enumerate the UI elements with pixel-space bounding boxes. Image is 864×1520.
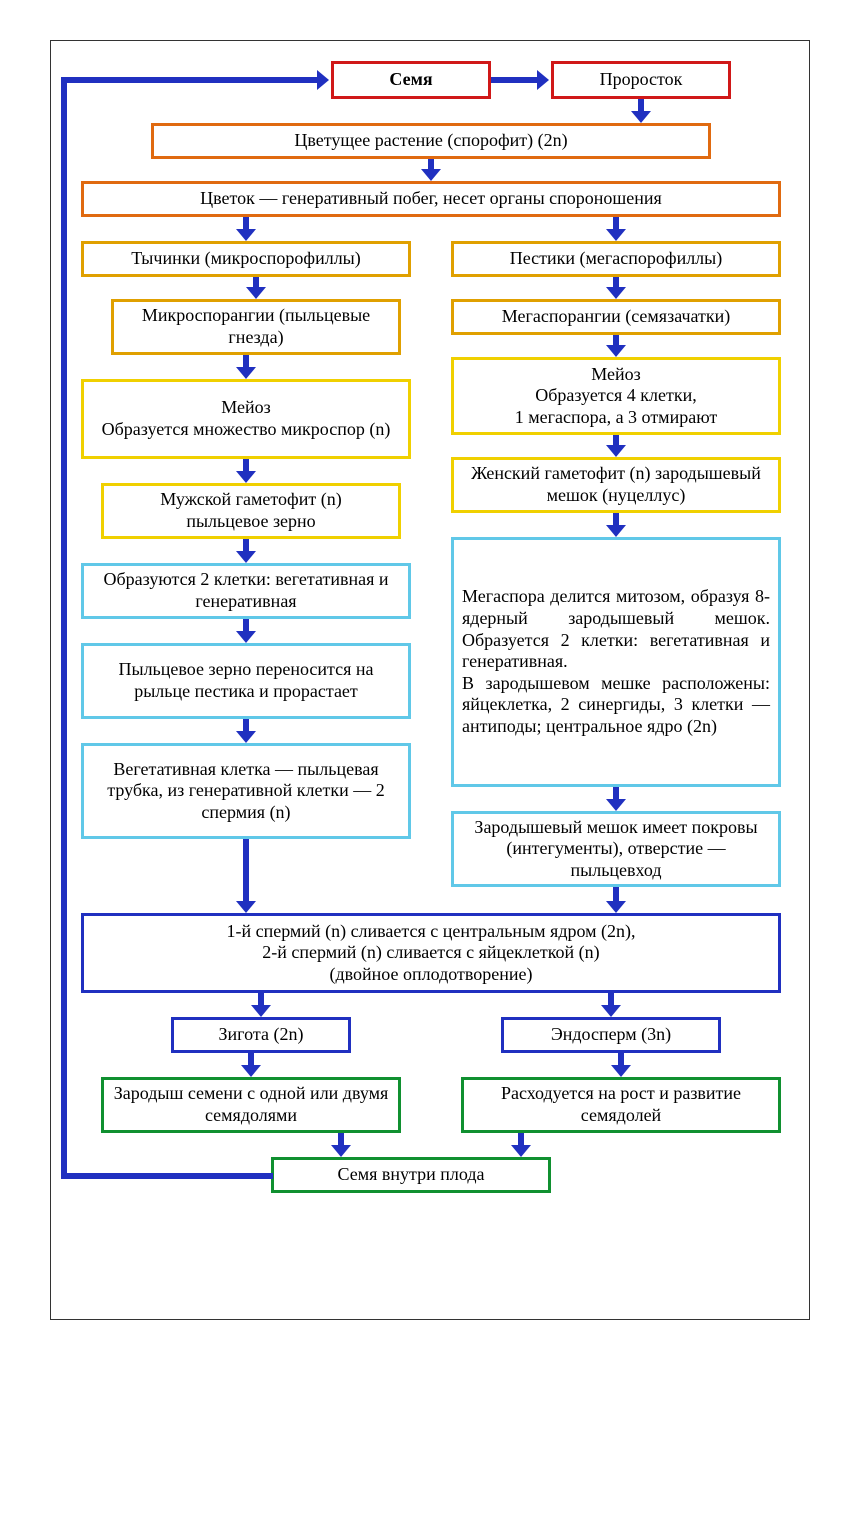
node-endosperm: Эндосперм (3n)	[501, 1017, 721, 1053]
node-megaspore_det: Мегаспора делится митозом, образуя 8-яде…	[451, 537, 781, 787]
node-stamens: Тычинки (микроспорофиллы)	[81, 241, 411, 277]
node-zygote: Зигота (2n)	[171, 1017, 351, 1053]
arrow-stamens-microsporangia	[253, 277, 259, 289]
node-male_gam: Мужской гаметофит (n)пыльцевое зерно	[101, 483, 401, 539]
node-flower: Цветок — генеративный побег, несет орган…	[81, 181, 781, 217]
arrow-pollen_trans-veg_cell	[243, 719, 249, 733]
arrow-female_gam-megaspore_det	[613, 513, 619, 527]
feedback-seg-0	[61, 77, 67, 1176]
node-seed: Семя	[331, 61, 491, 99]
node-pollen_trans: Пыльцевое зерно переносится на рыльце пе…	[81, 643, 411, 719]
arrow-microsporangia-meiosis_m	[243, 355, 249, 369]
node-embryo_sac: Зародышевый мешок имеет покровы (интегум…	[451, 811, 781, 887]
node-female_gam: Женский гаметофит (n) зародышевый мешок …	[451, 457, 781, 513]
node-veg_cell: Вегетативная клетка — пыльцевая трубка, …	[81, 743, 411, 839]
node-pistils: Пестики (мегаспорофиллы)	[451, 241, 781, 277]
node-endo_used: Расходуется на рост и развитие семядолей	[461, 1077, 781, 1133]
arrow-veg_cell-double_fert	[243, 839, 249, 903]
feedback-seg-1	[61, 1173, 273, 1179]
node-meiosis_f: МейозОбразуется 4 клетки,1 мегаспора, а …	[451, 357, 781, 435]
arrow-sporophyte-flower	[428, 159, 434, 171]
arrow-double_fert-endosperm	[608, 993, 614, 1007]
arrow-embryo_sac-double_fert	[613, 887, 619, 903]
arrow-megasporangia-meiosis_f	[613, 335, 619, 347]
arrow-flower-stamens	[243, 217, 249, 231]
flowchart-container: Семя Проросток Цветущее растение (спорофит…	[50, 40, 810, 1320]
arrow-meiosis_f-female_gam	[613, 435, 619, 447]
node-double_fert: 1-й спермий (n) сливается с центральным …	[81, 913, 781, 993]
arrow-two_cells-pollen_trans	[243, 619, 249, 633]
arrow-endosperm-endo_used	[618, 1053, 624, 1067]
arrow-male_gam-two_cells	[243, 539, 249, 553]
node-meiosis_m: МейозОбразуется множество микроспор (n)	[81, 379, 411, 459]
arrow-seed-sprout	[491, 77, 539, 83]
node-two_cells: Образуются 2 клетки: вегетативная и гене…	[81, 563, 411, 619]
node-microsporangia: Микроспорангии (пыльцевые гнезда)	[111, 299, 401, 355]
arrow-double_fert-zygote	[258, 993, 264, 1007]
arrow-zygote-embryo	[248, 1053, 254, 1067]
arrow-endo_used-seed_fruit	[518, 1133, 524, 1147]
node-sprout: Проросток	[551, 61, 731, 99]
node-sporophyte: Цветущее растение (спорофит) (2n)	[151, 123, 711, 159]
arrow-pistils-megasporangia	[613, 277, 619, 289]
arrow-embryo-seed_fruit	[338, 1133, 344, 1147]
node-embryo: Зародыш семени с одной или двумя семядол…	[101, 1077, 401, 1133]
arrow-sprout-sporophyte	[638, 99, 644, 113]
feedback-seg-2	[61, 77, 319, 83]
node-megasporangia: Мегаспорангии (семязачатки)	[451, 299, 781, 335]
node-seed_fruit: Семя внутри плода	[271, 1157, 551, 1193]
arrow-meiosis_m-male_gam	[243, 459, 249, 473]
arrow-flower-pistils	[613, 217, 619, 231]
arrow-megaspore_det-embryo_sac	[613, 787, 619, 801]
